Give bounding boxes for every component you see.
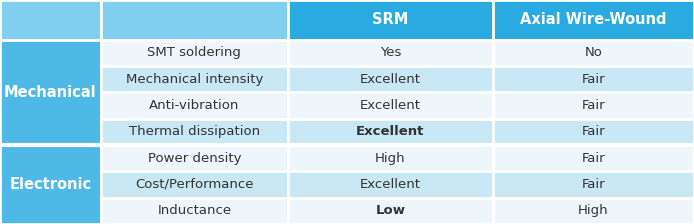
Bar (101, 198, 288, 224)
Text: Excellent: Excellent (360, 178, 421, 191)
Bar (101, 92, 288, 118)
Bar (101, 39, 288, 66)
Bar (288, 198, 493, 224)
Text: SMT soldering: SMT soldering (147, 46, 242, 59)
Bar (493, 171, 694, 198)
Text: Inductance: Inductance (158, 204, 231, 217)
Bar (101, 145, 288, 171)
Text: Fair: Fair (582, 73, 605, 86)
Text: SRM: SRM (372, 12, 409, 27)
Text: Anti-vibration: Anti-vibration (149, 99, 239, 112)
Text: Axial Wire-Wound: Axial Wire-Wound (520, 12, 667, 27)
Bar (288, 39, 493, 66)
Text: Thermal dissipation: Thermal dissipation (129, 125, 260, 138)
Bar (0, 145, 101, 224)
Bar (101, 118, 288, 145)
Text: Fair: Fair (582, 178, 605, 191)
Text: Excellent: Excellent (360, 73, 421, 86)
Bar (493, 39, 694, 66)
Bar (288, 118, 493, 145)
Text: Excellent: Excellent (360, 99, 421, 112)
Bar (493, 198, 694, 224)
Text: Mechanical: Mechanical (4, 85, 96, 100)
Text: High: High (375, 152, 406, 165)
Bar (288, 92, 493, 118)
Bar (493, 145, 694, 171)
Text: Mechanical intensity: Mechanical intensity (126, 73, 263, 86)
Bar (101, 171, 288, 198)
Text: No: No (584, 46, 602, 59)
Bar (493, 0, 694, 39)
Bar (493, 66, 694, 92)
Bar (288, 66, 493, 92)
Bar (493, 92, 694, 118)
Bar (0, 0, 101, 39)
Text: Electronic: Electronic (9, 177, 92, 192)
Text: Yes: Yes (380, 46, 401, 59)
Text: Low: Low (375, 204, 405, 217)
Text: Fair: Fair (582, 125, 605, 138)
Bar (0, 39, 101, 145)
Text: Cost/Performance: Cost/Performance (135, 178, 253, 191)
Bar (288, 0, 493, 39)
Text: High: High (578, 204, 609, 217)
Bar (101, 0, 288, 39)
Bar (101, 66, 288, 92)
Text: Fair: Fair (582, 99, 605, 112)
Bar (288, 145, 493, 171)
Bar (288, 171, 493, 198)
Bar (493, 118, 694, 145)
Text: Power density: Power density (148, 152, 241, 165)
Text: Excellent: Excellent (356, 125, 425, 138)
Text: Fair: Fair (582, 152, 605, 165)
